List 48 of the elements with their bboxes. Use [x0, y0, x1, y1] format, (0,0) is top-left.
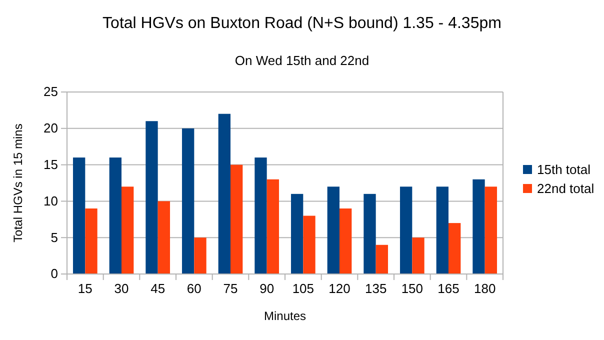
- bar: [218, 114, 230, 274]
- y-tick-label: 20: [44, 120, 58, 136]
- x-tick-label: 15: [78, 281, 92, 296]
- bar: [327, 186, 340, 274]
- bar: [158, 201, 170, 274]
- chart-title: Total HGVs on Buxton Road (N+S bound) 1.35 - 4.35pm: [102, 15, 502, 32]
- bar: [303, 216, 316, 274]
- bar: [109, 158, 122, 274]
- bar: [436, 186, 448, 274]
- y-tick-label: 25: [44, 84, 58, 100]
- bar: [376, 244, 388, 274]
- y-tick-label: 10: [44, 193, 58, 208]
- chart-subtitle: On Wed 15th and 22nd: [234, 53, 370, 68]
- x-axis-title: Minutes: [264, 309, 306, 323]
- bar: [484, 186, 498, 274]
- bar: [122, 186, 134, 274]
- bar: [194, 238, 206, 274]
- bar: [412, 238, 424, 274]
- x-tick-label: 180: [474, 281, 496, 296]
- bar: [85, 208, 98, 274]
- bar: [72, 158, 86, 274]
- legend-label: 15th total: [537, 162, 591, 177]
- bar: [472, 179, 485, 274]
- bar: [364, 194, 376, 274]
- y-tick-label: 0: [50, 266, 58, 282]
- y-tick-label: 15: [44, 156, 58, 172]
- bar: [290, 194, 304, 274]
- x-tick-label: 75: [223, 281, 238, 296]
- bar: [400, 186, 412, 274]
- y-tick-label: 5: [50, 230, 58, 245]
- bar: [266, 179, 280, 274]
- x-tick-label: 150: [401, 281, 424, 296]
- bar: [448, 223, 461, 274]
- x-tick-label: 30: [114, 281, 129, 296]
- x-tick-label: 135: [364, 281, 387, 296]
- x-tick-label: 45: [150, 281, 166, 296]
- x-tick-label: 165: [438, 281, 460, 296]
- legend-label: 22nd total: [537, 181, 594, 196]
- bar: [340, 208, 352, 274]
- bar: [254, 158, 267, 274]
- bar: [230, 164, 243, 274]
- x-tick-label: 90: [260, 281, 274, 296]
- x-tick-label: 60: [186, 281, 202, 296]
- x-tick-label: 120: [328, 281, 350, 296]
- y-axis-title: Total HGVs in 15 mins: [11, 124, 25, 242]
- x-tick-label: 105: [292, 281, 314, 296]
- bar: [182, 128, 194, 274]
- bar: [146, 121, 158, 274]
